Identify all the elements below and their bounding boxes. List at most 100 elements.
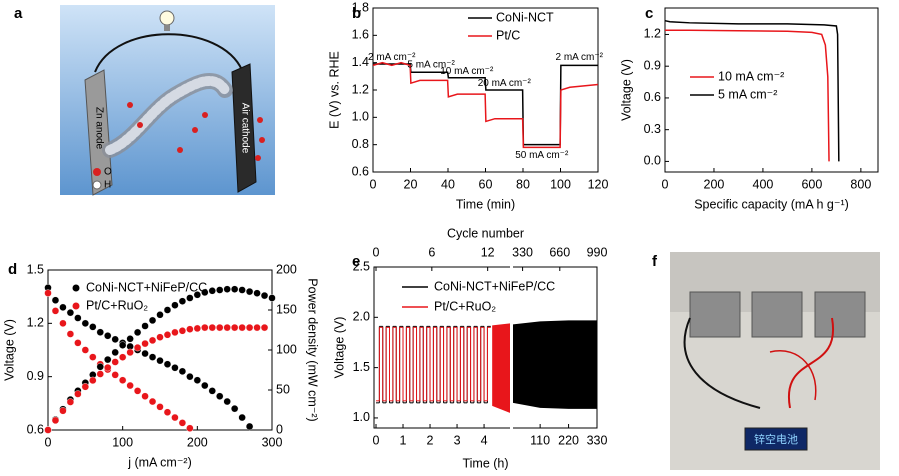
data-point <box>216 286 224 294</box>
data-point <box>141 392 149 400</box>
data-point <box>59 319 67 328</box>
data-point <box>126 348 134 357</box>
data-point <box>186 294 194 302</box>
data-point <box>163 408 172 416</box>
y-tick-label: 0.3 <box>644 122 661 136</box>
data-point <box>260 323 269 332</box>
panel-label: a <box>14 5 23 22</box>
zn-anode <box>84 69 113 196</box>
data-point <box>201 381 209 390</box>
data-point <box>163 331 172 339</box>
panel-a: a Zn anode Air cathode O H <box>14 5 275 196</box>
data-point <box>44 426 52 434</box>
y-tick-label: 0.0 <box>644 154 661 168</box>
data-point <box>66 330 75 338</box>
y-tick-label: 2.5 <box>353 259 370 273</box>
data-point <box>238 323 246 332</box>
data-point <box>245 287 254 296</box>
data-point <box>126 381 134 390</box>
series-line <box>664 19 840 162</box>
data-point <box>66 398 75 406</box>
y-tick-label: 2.0 <box>353 310 370 324</box>
data-point <box>201 288 209 297</box>
legend-label: Pt/C+RuO₂ <box>86 298 148 312</box>
data-point <box>186 325 194 333</box>
data-point <box>148 353 157 361</box>
x2-tick-label: 6 <box>428 245 435 259</box>
data-point <box>238 413 246 422</box>
wire <box>94 33 243 73</box>
data-point <box>148 316 157 325</box>
legend-o-text: O <box>104 167 112 178</box>
x-tick-label: 800 <box>850 177 871 191</box>
y-axis-title: E (V) vs. RHE <box>327 51 341 129</box>
legend-bg <box>398 298 588 316</box>
data-point <box>44 289 52 297</box>
legend-bg <box>398 278 588 296</box>
x-tick-label: 300 <box>262 435 283 449</box>
legend-marker <box>72 302 80 310</box>
data-point <box>141 322 149 330</box>
battery-cells <box>689 291 866 338</box>
data-point <box>201 323 209 332</box>
data-point <box>74 314 82 322</box>
red-wire <box>769 350 817 401</box>
legend-marker <box>72 284 80 292</box>
data-point <box>111 371 119 379</box>
data-point <box>186 424 194 432</box>
data-point <box>163 360 172 368</box>
x-tick-label: 330 <box>587 433 608 447</box>
y-tick-label: 0.6 <box>352 164 369 178</box>
legend-label: CoNi-NCT+NiFeP/CC <box>86 280 207 294</box>
y-axis-title: Voltage (V) <box>619 59 633 121</box>
data-point <box>193 324 202 333</box>
x2-axis-title: Cycle number <box>447 226 524 240</box>
y2-tick-label: 50 <box>276 382 290 396</box>
cathode-label: Air cathode <box>239 103 250 154</box>
data-point <box>223 285 231 293</box>
panel-f: f 锌空电池 <box>652 252 880 470</box>
data-point <box>156 311 164 319</box>
data-point <box>51 307 60 315</box>
x-axis-title: j (mA cm⁻²) <box>127 455 192 469</box>
y-axis-title: Voltage (V) <box>2 319 16 381</box>
data-point <box>133 343 142 352</box>
bulb-base <box>164 25 170 31</box>
y-axis-title: Voltage (V) <box>332 317 346 379</box>
data-point <box>111 348 119 357</box>
data-point <box>253 289 261 297</box>
x-tick-label: 400 <box>753 177 774 191</box>
data-point <box>148 336 157 345</box>
x-tick-label: 60 <box>479 177 493 191</box>
y2-axis-title: Power density (mW cm⁻²) <box>306 278 320 421</box>
x2-tick-label: 330 <box>512 245 533 259</box>
bulb <box>159 10 175 26</box>
y-tick-label: 0.8 <box>352 137 369 151</box>
data-point <box>141 349 149 358</box>
data-point <box>96 370 104 378</box>
data-point <box>171 413 179 422</box>
data-point <box>104 332 112 340</box>
legend-label: 5 mA cm⁻² <box>718 87 777 101</box>
data-point <box>156 333 164 341</box>
data-point <box>230 404 239 413</box>
data-point <box>89 323 97 331</box>
y-tick-label: 0.6 <box>644 90 661 104</box>
data-point <box>74 390 82 398</box>
annotation: 2 mA cm⁻² <box>368 52 416 63</box>
data-point <box>59 303 67 312</box>
legend-h-marker <box>92 180 102 190</box>
panel-label: e <box>352 253 360 270</box>
data-point <box>193 291 202 299</box>
x-axis-title: Time (min) <box>456 197 515 211</box>
y-tick-label: 0.9 <box>27 369 44 383</box>
x2-tick-label: 990 <box>587 245 608 259</box>
data-point <box>253 323 261 332</box>
legend-h-text: H <box>104 180 111 191</box>
data-point <box>171 328 179 337</box>
legend-label: Pt/C <box>496 28 520 42</box>
data-point <box>260 291 269 300</box>
data-point <box>208 323 216 332</box>
oxygen-molecules <box>127 102 265 161</box>
data-point <box>178 367 187 376</box>
